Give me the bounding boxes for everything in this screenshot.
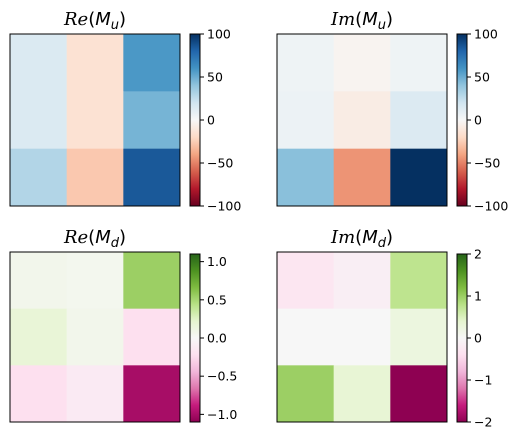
heatmap-cell (390, 34, 448, 92)
heatmap-cell (66, 252, 124, 310)
heatmap-cell (123, 148, 181, 207)
colorbar-tick-label: 1 (474, 289, 482, 304)
colorbar (457, 34, 467, 206)
heatmap-cell (390, 252, 448, 310)
panel-title: Re(Mu) (63, 9, 126, 33)
heatmap-panel-1: Re(Mu) 100 50 0 −50 −100 (9, 9, 241, 214)
panel-title: Re(Md) (63, 227, 126, 251)
colorbar-tick-label: 50 (474, 70, 490, 85)
axes-frame (9, 33, 181, 207)
colorbar-tick-label: −2 (474, 415, 492, 430)
heatmap-cell (333, 365, 391, 423)
heatmap-cell (10, 148, 68, 207)
heatmap-cell (123, 91, 181, 150)
colorbar-tick-label: 2 (474, 247, 482, 262)
colorbar-tick-label: −100 (474, 199, 508, 214)
colorbar-tick-label: 0 (474, 113, 482, 128)
colorbar-tick-label: 0 (474, 331, 482, 346)
colorbar-tick-label: 0 (207, 113, 215, 128)
colorbar (190, 34, 200, 206)
heatmap-cell (10, 365, 68, 423)
heatmap-cell (66, 365, 124, 423)
heatmap-panel-2: Im(Mu) 100 50 0 −50 −100 (276, 9, 508, 214)
heatmap-cell (277, 34, 335, 92)
heatmap-cell (66, 148, 124, 207)
heatmap-cell (277, 252, 335, 310)
colorbar-tick-label: 0.0 (207, 331, 227, 346)
heatmap-cell (10, 34, 68, 92)
panel-title: Im(Mu) (330, 9, 393, 33)
colorbar-tick-label: 100 (207, 27, 231, 42)
colorbar (190, 254, 200, 422)
heatmap-cell (10, 91, 68, 150)
heatmap-cell (333, 34, 391, 92)
axes-frame (276, 33, 448, 207)
colorbar-tick-label: 1.0 (207, 254, 227, 269)
heatmap-cell (66, 91, 124, 150)
heatmap-cell (390, 308, 448, 366)
heatmap-cell (333, 308, 391, 366)
heatmap-cell (277, 91, 335, 150)
panel-title: Im(Md) (330, 227, 393, 251)
heatmap-cell (10, 252, 68, 310)
heatmap-cell (10, 308, 68, 366)
colorbar-tick-label: −1 (474, 373, 492, 388)
colorbar-tick-label: −50 (474, 156, 500, 171)
heatmap-panel-3: Re(Md) 1.0 0.5 0.0 −0.5 −1.0 (9, 227, 237, 423)
axes-frame (276, 251, 448, 423)
heatmap-cell (277, 365, 335, 423)
colorbar-tick-label: −0.5 (207, 369, 237, 384)
heatmap-cell (277, 148, 335, 207)
heatmap-cell (333, 91, 391, 150)
heatmap-cell (123, 34, 181, 92)
heatmap-cell (123, 308, 181, 366)
heatmap-cell (123, 252, 181, 310)
colorbar-tick-label: −1.0 (207, 407, 237, 422)
heatmap-cell (66, 308, 124, 366)
heatmap-cell (66, 34, 124, 92)
heatmap-cell (333, 148, 391, 207)
heatmap-cell (390, 91, 448, 150)
colorbar-tick-label: 100 (474, 27, 498, 42)
heatmap-cell (333, 252, 391, 310)
colorbar-tick-label: −50 (207, 156, 233, 171)
axes-frame (9, 251, 181, 423)
colorbar-tick-label: 0.5 (207, 292, 227, 307)
heatmap-cell (390, 148, 448, 207)
colorbar-tick-label: 50 (207, 70, 223, 85)
colorbar-tick-label: −100 (207, 199, 241, 214)
heatmap-cell (277, 308, 335, 366)
colorbar (457, 254, 467, 422)
heatmap-cell (390, 365, 448, 423)
heatmap-panel-4: Im(Md) 2 1 0 −1 −2 (276, 227, 492, 430)
heatmap-cell (123, 365, 181, 423)
